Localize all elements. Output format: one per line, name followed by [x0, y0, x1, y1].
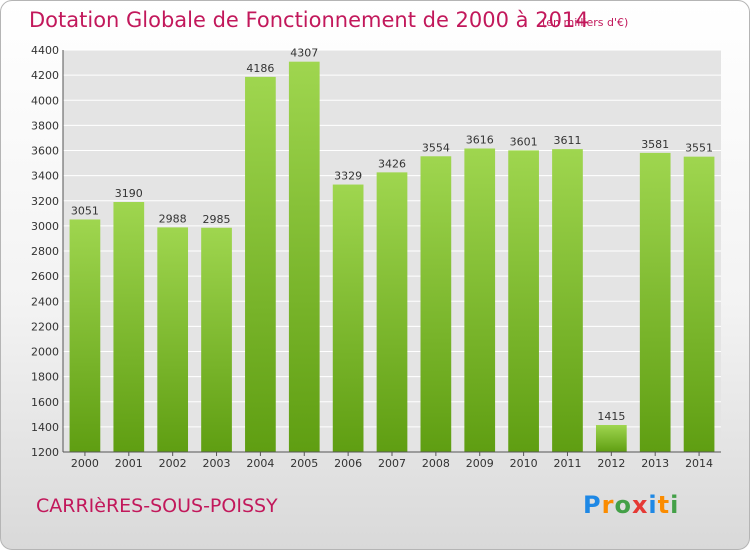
bar-value-label: 3426: [378, 157, 406, 170]
bar-value-label: 3051: [71, 204, 99, 217]
y-tick-label: 3400: [31, 170, 59, 183]
y-tick-label: 2400: [31, 295, 59, 308]
bar-2004: [245, 76, 276, 452]
bar-2007: [376, 172, 408, 452]
bar-2013: [639, 152, 671, 452]
bar-2002: [157, 227, 189, 452]
y-tick-label: 1800: [31, 371, 59, 384]
bar-value-label: 3611: [553, 134, 581, 147]
bar-value-label: 4186: [246, 62, 274, 75]
y-tick-label: 3200: [31, 195, 59, 208]
bar-value-label: 3616: [466, 133, 494, 146]
x-tick-label: 2014: [685, 457, 713, 470]
bar-value-label: 4307: [290, 47, 318, 60]
x-tick-label: 2000: [71, 457, 99, 470]
bar-value-label: 3601: [510, 135, 538, 148]
x-tick-label: 2005: [290, 457, 318, 470]
x-tick-label: 2007: [378, 457, 406, 470]
bar-value-label: 3581: [641, 138, 669, 151]
x-tick-label: 2010: [510, 457, 538, 470]
bar-2012: [595, 424, 627, 452]
chart-subtitle: (en milliers d'€): [542, 16, 629, 29]
bar-value-label: 3551: [685, 142, 713, 155]
y-tick-label: 3600: [31, 145, 59, 158]
x-tick-label: 2003: [203, 457, 231, 470]
y-tick-label: 2600: [31, 270, 59, 283]
bar-value-label: 2985: [203, 213, 231, 226]
y-tick-label: 3000: [31, 220, 59, 233]
y-tick-label: 2000: [31, 346, 59, 359]
logo-letter: t: [657, 491, 671, 519]
x-tick-label: 2009: [466, 457, 494, 470]
x-tick-label: 2001: [115, 457, 143, 470]
y-tick-label: 1200: [31, 446, 59, 459]
y-tick-label: 1600: [31, 396, 59, 409]
y-tick-label: 2200: [31, 320, 59, 333]
bar-value-label: 3329: [334, 170, 362, 183]
y-tick-label: 4200: [31, 69, 59, 82]
chart-title: Dotation Globale de Fonctionnement de 20…: [29, 8, 589, 32]
logo-letter: r: [601, 491, 615, 519]
x-tick-label: 2004: [246, 457, 274, 470]
bar-value-label: 1415: [597, 410, 625, 423]
y-tick-label: 4400: [31, 44, 59, 57]
logo-letter: o: [614, 491, 632, 519]
logo-letter: i: [670, 491, 680, 519]
bar-2001: [113, 202, 145, 452]
bar-2008: [420, 156, 452, 452]
y-tick-label: 2800: [31, 245, 59, 258]
commune-name: CARRIèRES-SOUS-POISSY: [36, 495, 278, 517]
logo-letter: i: [648, 491, 658, 519]
x-tick-label: 2011: [553, 457, 581, 470]
x-tick-label: 2002: [159, 457, 187, 470]
bar-value-label: 2988: [159, 212, 187, 225]
bar-2006: [332, 184, 364, 452]
x-tick-label: 2006: [334, 457, 362, 470]
bar-value-label: 3554: [422, 141, 450, 154]
bar-2009: [464, 148, 496, 453]
bar-2010: [508, 150, 539, 452]
bar-2005: [288, 61, 320, 452]
y-tick-label: 4000: [31, 94, 59, 107]
bar-2011: [552, 149, 583, 453]
bar-2000: [69, 219, 101, 452]
x-tick-label: 2008: [422, 457, 450, 470]
y-tick-label: 3800: [31, 119, 59, 132]
x-tick-label: 2013: [641, 457, 669, 470]
logo-letter: P: [583, 491, 602, 519]
proxiti-logo: Proxiti: [583, 491, 679, 519]
logo-letter: x: [631, 491, 649, 519]
bar-value-label: 3190: [115, 187, 143, 200]
bar-2003: [201, 227, 232, 452]
x-tick-label: 2012: [597, 457, 625, 470]
bar-2014: [683, 156, 715, 452]
y-tick-label: 1400: [31, 421, 59, 434]
